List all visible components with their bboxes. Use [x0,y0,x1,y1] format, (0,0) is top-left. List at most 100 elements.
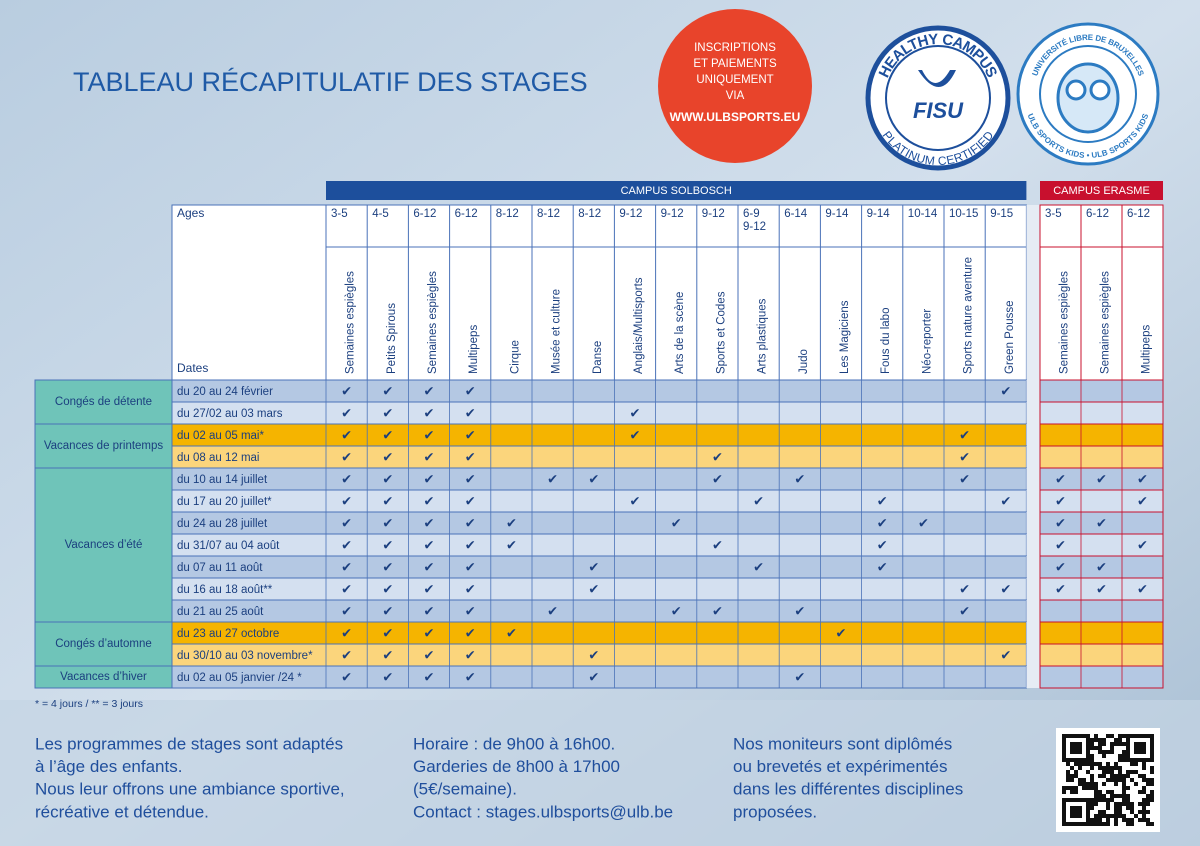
check: ✔ [1055,581,1066,596]
qr-module [1110,746,1114,750]
qr-module [1062,806,1066,810]
qr-module [1122,802,1126,806]
age: 8-12 [496,208,519,220]
qr-module [1138,774,1142,778]
check: ✔ [382,515,393,530]
qr-module [1066,734,1070,738]
check: ✔ [424,383,435,398]
check: ✔ [1096,559,1107,574]
qr-module [1114,814,1118,818]
qr-module [1138,734,1142,738]
row-bg [171,401,1027,425]
qr-module [1062,818,1066,822]
qr-module [1102,742,1106,746]
check: ✔ [547,603,558,618]
qr-module [1086,814,1090,818]
row-separator [1026,578,1040,600]
qr-module [1114,742,1118,746]
qr-module [1074,822,1078,826]
qr-module [1102,738,1106,742]
qr-module [1150,754,1154,758]
qr-module [1106,766,1110,770]
info-line: dans les différentes disciplines [733,780,963,799]
qr-module [1114,778,1118,782]
fisu-ring [885,45,991,151]
qr-module [1094,794,1098,798]
qr-module [1130,818,1134,822]
row-bg [1039,599,1164,623]
notice-badge [658,9,812,163]
qr-module [1074,790,1078,794]
period-name: Congés d’automne [55,638,152,650]
check: ✔ [1000,647,1011,662]
qr-module [1062,822,1066,826]
qr-module [1134,762,1138,766]
qr-module [1070,786,1074,790]
qr-module [1062,786,1066,790]
qr-module [1082,782,1086,786]
activity-name: Semaines espiègles [427,271,439,374]
qr-module [1098,794,1102,798]
qr-module [1114,782,1118,786]
qr-module [1098,774,1102,778]
qr-module [1150,822,1154,826]
qr-module [1126,754,1130,758]
qr-module [1102,822,1106,826]
qr-module [1094,790,1098,794]
qr-module [1138,758,1142,762]
qr-module [1078,778,1082,782]
qr-module [1150,798,1154,802]
qr-module [1102,766,1106,770]
qr-module [1126,822,1130,826]
row-separator [1026,512,1040,534]
check: ✔ [341,559,352,574]
info-line: Nous leur offrons une ambiance sportive, [35,780,345,799]
activity-name: Sports et Codes [715,291,727,374]
period-cell [34,423,173,469]
check: ✔ [465,647,476,662]
qr-module [1126,774,1130,778]
qr-module [1122,778,1126,782]
qr-module [1114,822,1118,826]
age: 3-5 [1045,208,1062,220]
check: ✔ [630,427,641,442]
age: 9-14 [867,208,891,220]
qr-module [1098,822,1102,826]
qr-module [1074,806,1078,810]
qr-module [1090,766,1094,770]
qr-module [1122,818,1126,822]
qr-module [1078,822,1082,826]
dates: du 07 au 11 août [177,562,263,574]
age: 10-14 [908,208,938,220]
row-bg [171,599,1027,623]
check: ✔ [424,581,435,596]
qr-module [1086,806,1090,810]
row-bg [1039,423,1164,447]
check: ✔ [341,581,352,596]
qr-module [1146,810,1150,814]
qr-module [1130,778,1134,782]
qr-module [1098,738,1102,742]
check: ✔ [341,405,352,420]
qr-module [1114,774,1118,778]
check: ✔ [465,669,476,684]
qr-module [1122,750,1126,754]
qr-module [1098,750,1102,754]
age: 6-12 [413,208,436,220]
qr-module [1106,798,1110,802]
qr-module [1070,790,1074,794]
qr-module [1106,778,1110,782]
age: 6-12 [455,208,478,220]
qr-module [1074,762,1078,766]
age: 9-14 [825,208,849,220]
qr-module [1078,746,1082,750]
check: ✔ [794,603,805,618]
qr-module [1110,742,1114,746]
dates: du 30/10 au 03 novembre* [177,650,313,662]
row-bg [1039,379,1164,403]
qr-module [1098,742,1102,746]
qr-module [1110,770,1114,774]
qr-module [1070,758,1074,762]
check: ✔ [794,669,805,684]
qr-module [1078,762,1082,766]
